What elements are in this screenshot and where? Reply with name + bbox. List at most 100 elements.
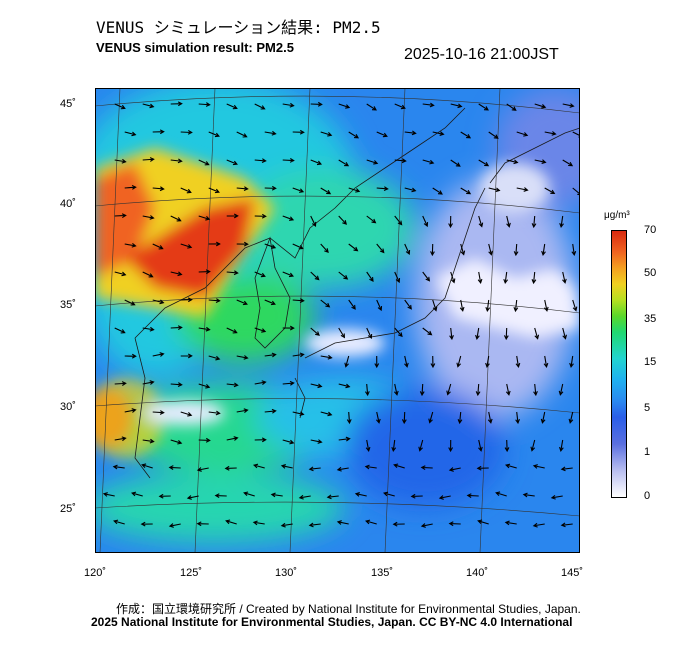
wind-arrow	[142, 380, 155, 385]
wind-arrow	[562, 103, 575, 108]
title-japanese: VENUS シミュレーション結果: PM2.5	[96, 18, 381, 37]
wind-arrow	[282, 325, 295, 331]
wind-arrow	[516, 187, 529, 192]
wind-arrow	[466, 493, 479, 498]
wind-arrow	[422, 159, 435, 165]
wind-arrow	[394, 215, 403, 226]
lon-label-130: 130˚	[275, 567, 298, 579]
wind-arrow	[282, 380, 295, 386]
wind-arrow	[180, 243, 193, 249]
wind-arrow	[254, 437, 267, 443]
wind-arrow	[376, 411, 381, 424]
wind-arrow	[348, 187, 361, 193]
wind-arrow	[170, 325, 183, 331]
wind-arrow	[460, 131, 472, 139]
wind-arrow	[292, 298, 305, 303]
wind-arrow	[571, 243, 577, 257]
wind-arrow	[152, 186, 165, 192]
wind-arrow	[170, 158, 183, 164]
wind-arrow	[430, 243, 435, 257]
wind-arrow	[208, 410, 221, 416]
wind-arrow	[569, 355, 574, 369]
wind-arrow	[338, 271, 349, 280]
wind-arrow	[533, 383, 538, 397]
lat-label-45: 45˚	[60, 98, 76, 110]
wind-arrow	[475, 383, 481, 397]
wind-arrow	[544, 187, 556, 194]
wind-arrow	[142, 326, 155, 332]
wind-arrow	[170, 215, 182, 222]
wind-arrow	[264, 185, 277, 191]
colorbar	[611, 230, 627, 498]
wind-arrow	[152, 410, 165, 415]
wind-arrow	[394, 271, 401, 284]
colorbar-label-0: 0	[644, 490, 651, 502]
wind-arrow	[394, 103, 406, 110]
wind-arrow	[254, 380, 267, 385]
wind-arrow	[448, 467, 461, 472]
wind-arrow	[236, 299, 248, 306]
wind-arrow	[264, 130, 277, 136]
colorbar-label-15: 15	[644, 356, 657, 368]
wind-arrow	[354, 492, 367, 497]
wind-arrow	[320, 411, 333, 417]
wind-arrow	[124, 242, 137, 248]
wind-arrow	[568, 411, 574, 424]
wind-arrow	[432, 187, 443, 195]
colorbar-label-1: 1	[644, 446, 651, 458]
wind-arrow	[338, 383, 351, 389]
wind-arrow	[432, 131, 445, 136]
wind-arrow	[374, 355, 380, 369]
wind-arrow	[308, 466, 321, 472]
colorbar-label-50: 50	[644, 267, 657, 279]
wind-arrow	[326, 494, 339, 500]
wind-arrow	[366, 103, 377, 111]
wind-arrow	[376, 299, 383, 312]
colorbar-label-70: 70	[644, 224, 657, 236]
wind-arrow	[124, 353, 137, 359]
wind-arrow	[543, 355, 549, 368]
wind-arrow	[515, 355, 521, 368]
wind-arrow	[531, 215, 537, 229]
wind-arrow	[560, 522, 573, 528]
wind-arrow	[376, 131, 388, 138]
wind-arrow	[225, 519, 237, 525]
wind-arrow	[254, 158, 267, 164]
wind-arrow	[515, 411, 520, 425]
wind-arrow	[365, 439, 371, 452]
wind-arrow	[532, 464, 545, 469]
wind-arrow	[168, 523, 181, 528]
wind-arrow	[308, 522, 321, 528]
wind-arrow	[226, 213, 239, 219]
wind-arrow	[112, 464, 125, 470]
wind-arrow	[142, 215, 155, 220]
wind-arrow	[530, 439, 536, 452]
colorbar-unit: μg/m³	[604, 210, 630, 221]
wind-arrow	[198, 326, 211, 332]
wind-arrow	[170, 439, 183, 445]
wind-arrow	[534, 327, 540, 340]
wind-arrow	[366, 271, 374, 282]
wind-arrow	[310, 159, 323, 166]
wind-arrow	[404, 299, 412, 310]
wind-arrow	[208, 131, 220, 138]
wind-arrow	[280, 464, 293, 469]
wind-arrow	[348, 299, 356, 310]
wind-arrow	[152, 243, 164, 250]
wind-arrow	[114, 436, 127, 442]
wind-arrow	[477, 519, 489, 525]
lon-label-145: 145˚	[561, 567, 584, 579]
wind-arrow	[410, 493, 423, 499]
wind-arrow	[506, 159, 519, 165]
wind-arrow	[450, 103, 463, 109]
wind-arrow	[280, 522, 293, 528]
wind-arrow	[365, 519, 377, 525]
wind-arrow	[559, 215, 564, 229]
wind-arrow	[348, 243, 359, 252]
colorbar-label-35: 35	[644, 313, 657, 325]
wind-arrow	[516, 131, 529, 137]
wind-arrow	[140, 521, 153, 527]
wind-arrow	[236, 186, 249, 192]
wind-arrow	[168, 465, 181, 470]
wind-arrow	[562, 327, 567, 340]
